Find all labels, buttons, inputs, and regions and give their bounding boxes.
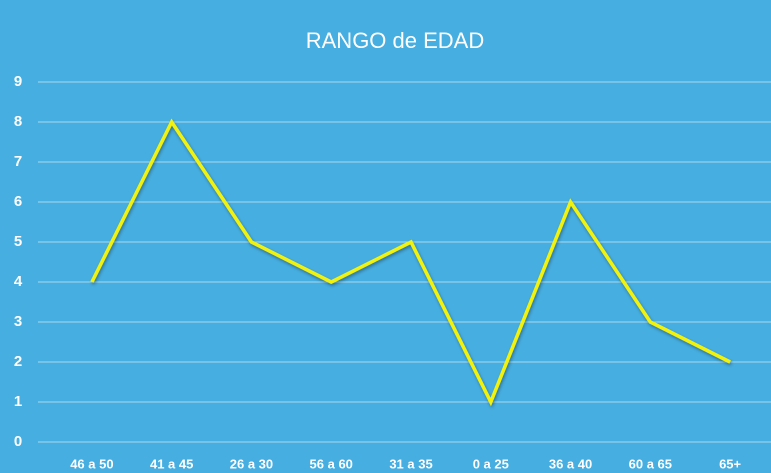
x-tick-label: 56 a 60	[310, 456, 353, 471]
chart-title: RANGO de EDAD	[306, 28, 485, 53]
x-tick-label: 26 a 30	[230, 456, 273, 471]
x-tick-label: 60 a 65	[629, 456, 672, 471]
y-tick-label: 1	[14, 393, 22, 410]
y-tick-label: 3	[14, 313, 22, 330]
y-tick-label: 0	[14, 433, 22, 450]
y-tick-label: 2	[14, 353, 22, 370]
y-tick-label: 6	[14, 193, 22, 210]
y-tick-label: 8	[14, 113, 22, 130]
x-tick-label: 65+	[719, 456, 741, 471]
y-tick-label: 9	[14, 73, 22, 90]
x-tick-label: 0 a 25	[473, 456, 509, 471]
y-tick-label: 7	[14, 153, 22, 170]
y-tick-label: 5	[14, 233, 22, 250]
x-tick-label: 36 a 40	[549, 456, 592, 471]
x-tick-label: 41 a 45	[150, 456, 193, 471]
x-tick-label: 46 a 50	[70, 456, 113, 471]
y-tick-label: 4	[14, 273, 23, 290]
series-line	[90, 118, 731, 407]
x-tick-label: 31 a 35	[389, 456, 432, 471]
